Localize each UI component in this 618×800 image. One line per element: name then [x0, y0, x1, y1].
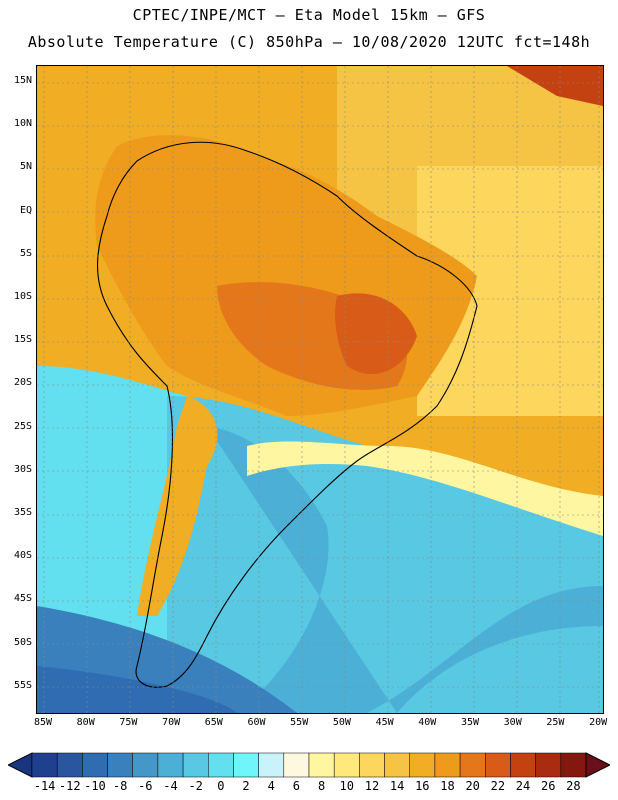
lon-tick-label: 40W: [418, 717, 437, 728]
lon-tick-label: 75W: [119, 717, 138, 728]
colorbar-swatch: [384, 752, 410, 778]
colorbar-swatch: [157, 752, 184, 778]
colorbar-tick-label: 0: [217, 779, 225, 793]
colorbar-swatch: [31, 752, 58, 778]
colorbar-swatch: [459, 752, 486, 778]
lat-tick-label: 30S: [13, 463, 32, 475]
lon-tick-label: 85W: [33, 717, 53, 728]
colorbar-swatch: [107, 752, 133, 778]
lon-tick-label: 25W: [546, 717, 565, 728]
lon-tick-label: 30W: [503, 717, 522, 728]
field-transition-band: [247, 441, 603, 536]
lon-tick-label: 50W: [332, 717, 351, 728]
colorbar-tick-label: -8: [112, 779, 128, 793]
colorbar-swatch: [132, 752, 159, 778]
south-america-coastline: [97, 141, 478, 688]
colorbar-tick-label: 6: [292, 779, 301, 793]
colorbar-swatch: [283, 752, 310, 778]
colorbar-swatch: [56, 752, 83, 778]
lat-tick-label: 5N: [19, 161, 32, 173]
colorbar-tick-label: 8: [317, 779, 326, 793]
colorbar-swatch: [308, 752, 335, 778]
colorbar-swatch: [434, 752, 461, 778]
lat-tick-label: 5S: [19, 247, 32, 259]
lat-tick-label: 50S: [13, 636, 32, 648]
colorbar-swatch: [233, 752, 259, 778]
lat-tick-label: 15N: [13, 75, 32, 86]
colorbar-tick-label: 10: [339, 779, 354, 793]
lat-tick-label: 20S: [13, 377, 32, 389]
lon-tick-label: 55W: [290, 717, 309, 728]
lon-tick-label: 80W: [76, 717, 95, 728]
colorbar-tick-label: 28: [566, 779, 581, 793]
lat-tick-label: 10S: [13, 291, 32, 302]
lat-tick-label: 55S: [13, 679, 32, 691]
lat-tick-label: 25S: [13, 420, 32, 432]
lat-lon-grid: [37, 66, 603, 713]
colorbar-min-arrow: [8, 752, 33, 778]
lat-tick-label: 15S: [13, 334, 32, 346]
colorbar-swatch: [535, 752, 562, 778]
colorbar-swatch: [182, 752, 209, 778]
colorbar-swatch: [82, 752, 108, 778]
field-hot-northeast: [507, 66, 603, 106]
lat-tick-label: 40S: [13, 550, 32, 562]
lat-tick-label: 45S: [13, 593, 32, 605]
colorbar-tick-label: 22: [490, 779, 506, 793]
colorbar-swatch: [560, 752, 587, 778]
lon-tick-label: 65W: [204, 717, 223, 728]
temperature-map[interactable]: [36, 65, 604, 714]
colorbar-tick-label: -4: [163, 779, 178, 793]
field-south-cold: [207, 426, 603, 713]
colorbar-tick-label: 14: [389, 779, 405, 793]
colorbar-tick-label: -14: [33, 779, 56, 793]
colorbar-tick-label: -10: [84, 779, 106, 793]
continent-hottest: [335, 293, 417, 375]
lon-tick-label: 60W: [247, 717, 266, 728]
colorbar-tick-label: 18: [440, 779, 455, 793]
colorbar-tick-label: 12: [364, 779, 380, 793]
colorbar-swatch: [485, 752, 511, 778]
colorbar-swatch: [208, 752, 234, 778]
colorbar-tick-label: 2: [242, 779, 250, 793]
colorbar-tick-label: 20: [465, 779, 480, 793]
colorbar-swatch: [409, 752, 436, 778]
map-canvas: [37, 66, 603, 713]
colorbar-swatch: [258, 752, 285, 778]
colorbar-swatch: [333, 752, 360, 778]
title-variable: Absolute Temperature (C) 850hPa — 10/08/…: [27, 33, 591, 51]
colorbar-swatch: [510, 752, 536, 778]
lat-tick-label: EQ: [19, 204, 32, 216]
lon-tick-label: 45W: [375, 717, 394, 728]
lon-tick-label: 35W: [460, 717, 480, 728]
title-model: CPTEC/INPE/MCT — Eta Model 15km — GFS: [132, 6, 486, 24]
lat-tick-label: 10N: [13, 118, 32, 130]
colorbar-swatch: [359, 752, 385, 778]
colorbar-tick-label: -2: [188, 779, 203, 793]
colorbar-tick-label: 24: [515, 779, 531, 793]
colorbar-tick-label: 16: [415, 779, 430, 793]
colorbar-tick-label: 4: [267, 779, 275, 793]
colorbar-tick-label: -12: [58, 779, 81, 793]
lat-tick-label: 35S: [13, 507, 32, 518]
colorbar-tick-label: -6: [138, 779, 153, 793]
colorbar-max-arrow: [585, 752, 610, 778]
colorbar: [8, 752, 610, 778]
colorbar-tick-label: 26: [540, 779, 556, 793]
lon-tick-label: 70W: [162, 717, 181, 728]
lon-tick-label: 20W: [589, 717, 608, 728]
